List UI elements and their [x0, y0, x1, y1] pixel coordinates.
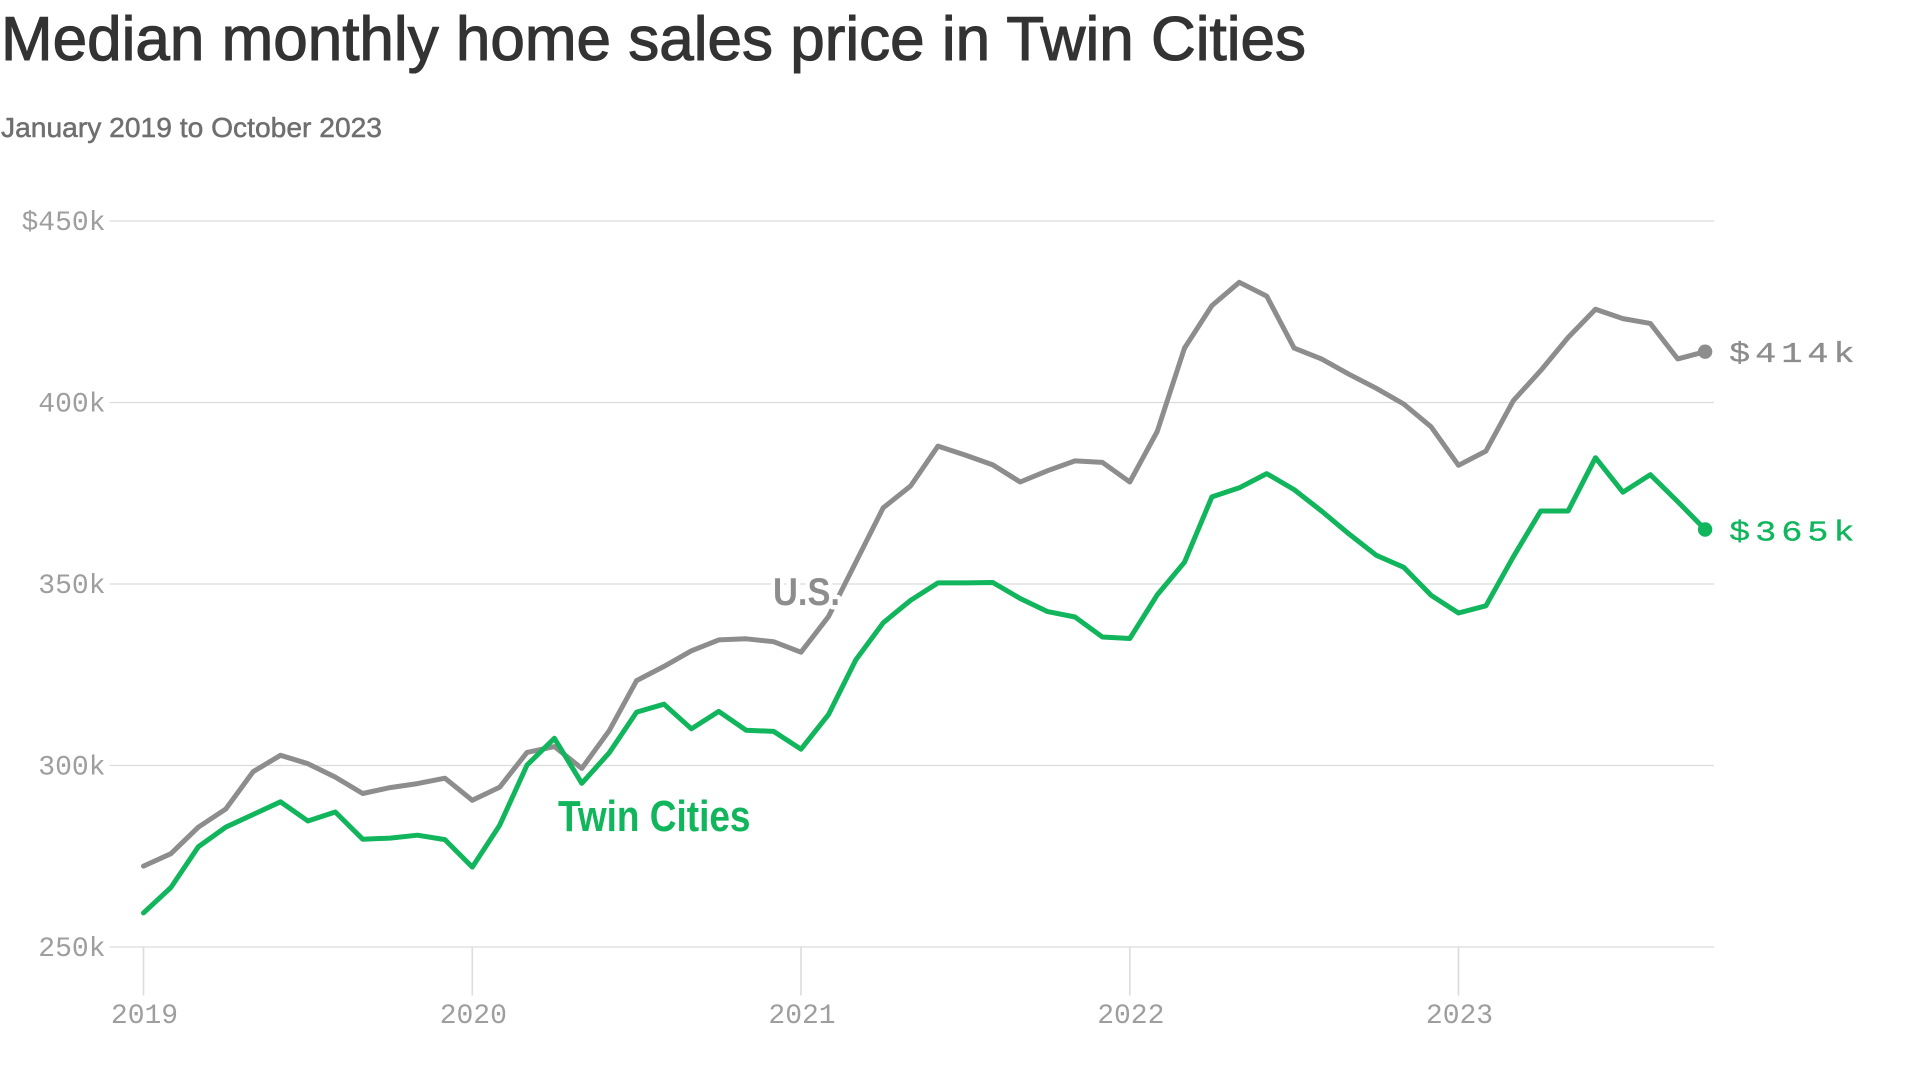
- svg-text:300k: 300k: [38, 752, 105, 783]
- svg-text:$365k: $365k: [1729, 517, 1860, 550]
- svg-text:2020: 2020: [440, 1001, 507, 1032]
- svg-text:2022: 2022: [1097, 1001, 1164, 1032]
- svg-text:Median monthly home sales pric: Median monthly home sales price in Twin …: [1, 5, 1306, 74]
- svg-text:$414k: $414k: [1729, 338, 1860, 371]
- svg-text:Twin Cities: Twin Cities: [558, 792, 751, 841]
- svg-text:2021: 2021: [768, 1001, 835, 1032]
- svg-text:$450k: $450k: [21, 208, 105, 239]
- svg-text:U.S.: U.S.: [773, 571, 840, 614]
- svg-text:January 2019 to October 2023: January 2019 to October 2023: [1, 112, 382, 143]
- svg-text:2019: 2019: [111, 1001, 178, 1032]
- svg-text:2023: 2023: [1426, 1001, 1493, 1032]
- svg-text:250k: 250k: [38, 934, 105, 965]
- svg-text:400k: 400k: [38, 389, 105, 420]
- svg-text:350k: 350k: [38, 571, 105, 602]
